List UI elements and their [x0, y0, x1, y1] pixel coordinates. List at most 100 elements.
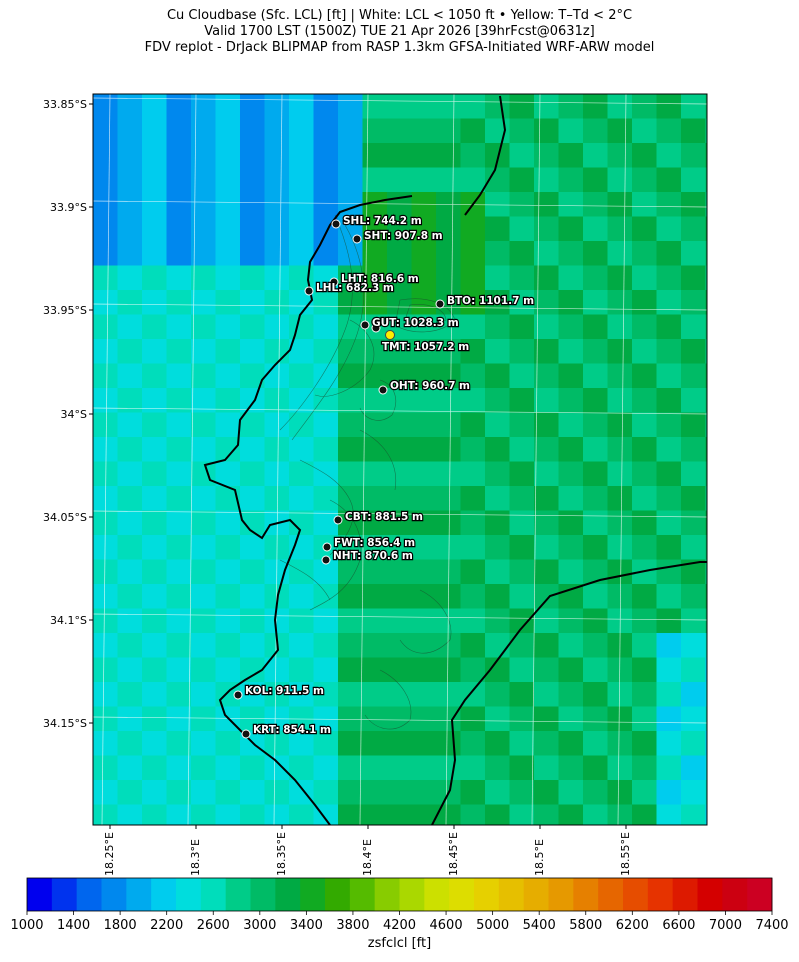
field-cell [362, 94, 388, 119]
field-cell [705, 486, 707, 511]
field-cell [362, 755, 388, 781]
field-cell [436, 167, 461, 193]
lon-label: 18.25°E [103, 832, 116, 876]
field-cell [117, 559, 143, 585]
field-cell [142, 682, 167, 707]
field-cell [656, 731, 682, 756]
field-cell [632, 486, 657, 511]
field-cell [191, 633, 216, 658]
station-TMT[interactable]: TMT: 1057.2 m [381, 330, 470, 354]
station-marker[interactable] [329, 277, 339, 287]
field-cell [509, 167, 535, 193]
map-field: SHL: 744.2 m SHT: 907.8 m LHT: 816.6 m L… [93, 94, 707, 825]
station-LHT[interactable]: LHT: 816.6 m [329, 272, 420, 287]
station-marker[interactable] [241, 729, 251, 739]
field-cell [436, 486, 461, 511]
field-cell [387, 412, 412, 438]
field-cell [142, 412, 167, 438]
station-CBT[interactable]: CBT: 881.5 m [333, 510, 424, 525]
colorbar-swatch [647, 878, 674, 911]
field-cell [607, 486, 633, 511]
colorbar-tick-label: 1000 [10, 918, 44, 933]
field-cell [558, 118, 584, 144]
colorbar-swatch [374, 878, 400, 911]
field-cell [656, 265, 682, 291]
field-cell [632, 314, 657, 340]
field-cell [534, 804, 559, 825]
field-cell [411, 363, 437, 389]
field-cell [681, 510, 706, 536]
field-cell [558, 535, 584, 560]
station-marker[interactable] [378, 385, 388, 395]
field-cell [656, 290, 682, 315]
field-cell [607, 510, 633, 536]
station-marker[interactable] [333, 515, 343, 525]
field-cell [264, 167, 290, 193]
field-cell [558, 388, 584, 413]
station-NHT[interactable]: NHT: 870.6 m [321, 549, 414, 565]
field-cell [656, 804, 682, 825]
station-GUT[interactable]: GUT: 1028.3 m [360, 316, 460, 333]
field-cell [240, 339, 265, 364]
field-cell [191, 804, 216, 825]
station-KOL[interactable]: KOL: 911.5 m [233, 684, 325, 700]
field-cell [656, 143, 682, 168]
station-marker[interactable] [360, 320, 370, 330]
field-cell [705, 510, 707, 536]
station-OHT[interactable]: OHT: 960.7 m [378, 379, 471, 395]
station-SHT[interactable]: SHT: 907.8 m [352, 229, 444, 244]
field-cell [215, 192, 241, 217]
field-cell [436, 314, 461, 340]
station-marker[interactable] [435, 299, 445, 309]
field-cell [142, 143, 167, 168]
field-cell [485, 265, 510, 291]
field-cell [142, 241, 167, 266]
colorbar-swatch [126, 878, 152, 911]
field-cell [534, 363, 559, 389]
field-cell [534, 559, 559, 585]
field-cell [387, 118, 412, 144]
field-cell [338, 314, 363, 340]
field-cell [509, 290, 535, 315]
field-cell [240, 412, 265, 438]
station-LHL[interactable]: LHL: 682.3 m [304, 281, 395, 296]
station-marker[interactable] [321, 555, 331, 565]
station-KRT[interactable]: KRT: 854.1 m [241, 723, 332, 739]
station-SHL[interactable]: SHL: 744.2 m [331, 214, 423, 229]
station-BTO[interactable]: BTO: 1101.7 m [435, 294, 535, 309]
field-cell [191, 706, 216, 732]
field-cell [387, 755, 412, 781]
station-marker[interactable] [233, 690, 243, 700]
field-cell [558, 192, 584, 217]
field-cell [681, 118, 706, 144]
field-cell [338, 608, 363, 634]
field-cell [264, 731, 290, 756]
colorbar-swatch [523, 878, 549, 911]
station-marker[interactable] [352, 234, 362, 244]
station-marker-yellow[interactable] [385, 330, 395, 340]
field-cell [485, 706, 510, 732]
field-cell [705, 437, 707, 462]
field-cell [411, 486, 437, 511]
station-marker[interactable] [322, 542, 332, 552]
field-cell [338, 633, 363, 658]
field-cell [681, 314, 706, 340]
station-marker[interactable] [331, 219, 341, 229]
field-cell [166, 167, 192, 193]
field-cell [509, 731, 535, 756]
field-cell [436, 363, 461, 389]
field-cell [583, 437, 608, 462]
field-cell [460, 804, 486, 825]
field-cell [485, 363, 510, 389]
field-cell [289, 804, 314, 825]
field-cell [411, 143, 437, 168]
station-marker[interactable] [304, 286, 314, 296]
station-marker[interactable] [371, 323, 381, 333]
field-cell [264, 314, 290, 340]
field-cell [264, 290, 290, 315]
field-cell [117, 363, 143, 389]
station-FWT[interactable]: FWT: 856.4 m [322, 536, 416, 552]
field-cell [338, 559, 363, 585]
field-cell [534, 510, 559, 536]
